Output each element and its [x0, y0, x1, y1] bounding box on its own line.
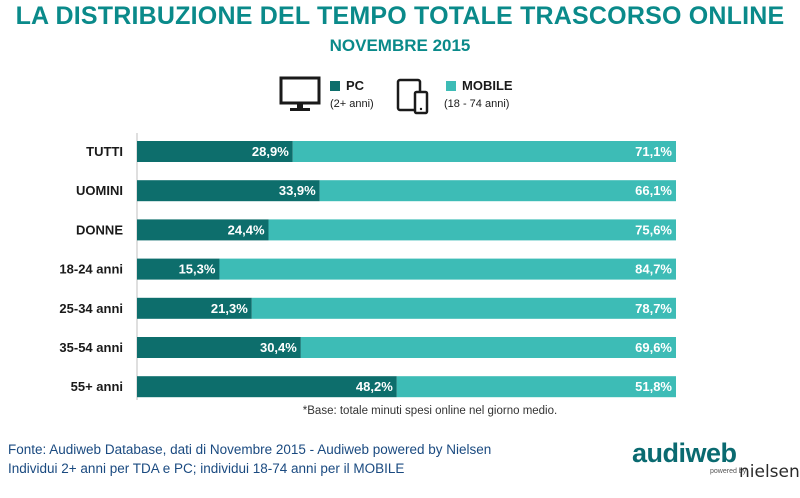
bar-pc — [137, 297, 252, 319]
tablet-smartphone-icon — [396, 78, 429, 115]
source-line-2: Individui 2+ anni per TDA e PC; individu… — [8, 461, 405, 476]
logo-nielsen: nielsen — [739, 462, 800, 482]
chart-title: LA DISTRIBUZIONE DEL TEMPO TOTALE TRASCO… — [15, 2, 785, 30]
data-label-pc: 21,3% — [211, 301, 248, 316]
data-label-pc: 15,3% — [179, 262, 216, 277]
data-label-mobile: 71,1% — [635, 144, 672, 159]
stacked-bar-chart: TUTTI 28,9% 71,1% UOMINI 33,9% 66,1% DONNE 24,4… — [59, 133, 677, 400]
bar-mobile — [219, 258, 677, 280]
data-label-mobile: 69,6% — [635, 340, 672, 355]
data-label-pc: 24,4% — [228, 222, 265, 237]
data-label-pc: 28,9% — [252, 144, 289, 159]
data-label-pc: 33,9% — [279, 183, 316, 198]
bar-pc — [137, 337, 301, 358]
source-text: Fonte: Audiweb Database, dati di Novembr… — [8, 440, 491, 478]
legend-label-mobile: MOBILE — [462, 78, 513, 93]
category-label: 55+ anni — [71, 379, 123, 394]
data-label-pc: 30,4% — [260, 340, 297, 355]
footnote: *Base: totale minuti spesi online nel gi… — [302, 405, 558, 417]
category-label: UOMINI — [76, 183, 123, 198]
bar-mobile — [300, 337, 676, 358]
legend-swatch-pc — [330, 81, 340, 91]
bar-pc — [137, 219, 269, 241]
legend-sub-pc: (2+ anni) — [330, 98, 374, 110]
audiweb-nielsen-logo: audiweb powered by nielsen — [632, 438, 800, 488]
category-label: DONNE — [76, 222, 123, 237]
legend: PC (2+ anni) MOBILE (18 - 74 anni) — [0, 76, 800, 126]
bar-mobile — [268, 219, 676, 241]
data-label-mobile: 84,7% — [635, 262, 672, 277]
data-label-mobile: 78,7% — [635, 301, 672, 316]
bar-mobile — [251, 297, 676, 319]
data-label-mobile: 51,8% — [635, 379, 672, 394]
desktop-monitor-icon — [279, 76, 321, 111]
bar-mobile — [396, 376, 676, 398]
data-label-mobile: 66,1% — [635, 183, 672, 198]
legend-label-pc: PC — [346, 78, 365, 93]
data-label-mobile: 75,6% — [635, 222, 672, 237]
bar-pc — [137, 258, 220, 280]
category-label: 25-34 anni — [59, 301, 123, 316]
bar-mobile — [292, 141, 676, 162]
category-label: 18-24 anni — [59, 262, 123, 277]
data-label-pc: 48,2% — [356, 379, 393, 394]
logo-audiweb: audiweb — [632, 438, 737, 468]
source-line-1: Fonte: Audiweb Database, dati di Novembr… — [8, 442, 492, 457]
bar-mobile — [319, 180, 676, 202]
legend-sub-mobile: (18 - 74 anni) — [444, 98, 510, 110]
bar-pc — [137, 180, 320, 202]
bar-pc — [137, 141, 293, 162]
category-label: TUTTI — [86, 144, 123, 159]
legend-swatch-mobile — [446, 81, 456, 91]
bar-pc — [137, 376, 397, 398]
chart-subtitle: NOVEMBRE 2015 — [329, 36, 471, 55]
logo-powered-by: powered by — [710, 468, 747, 475]
category-label: 35-54 anni — [59, 340, 123, 355]
